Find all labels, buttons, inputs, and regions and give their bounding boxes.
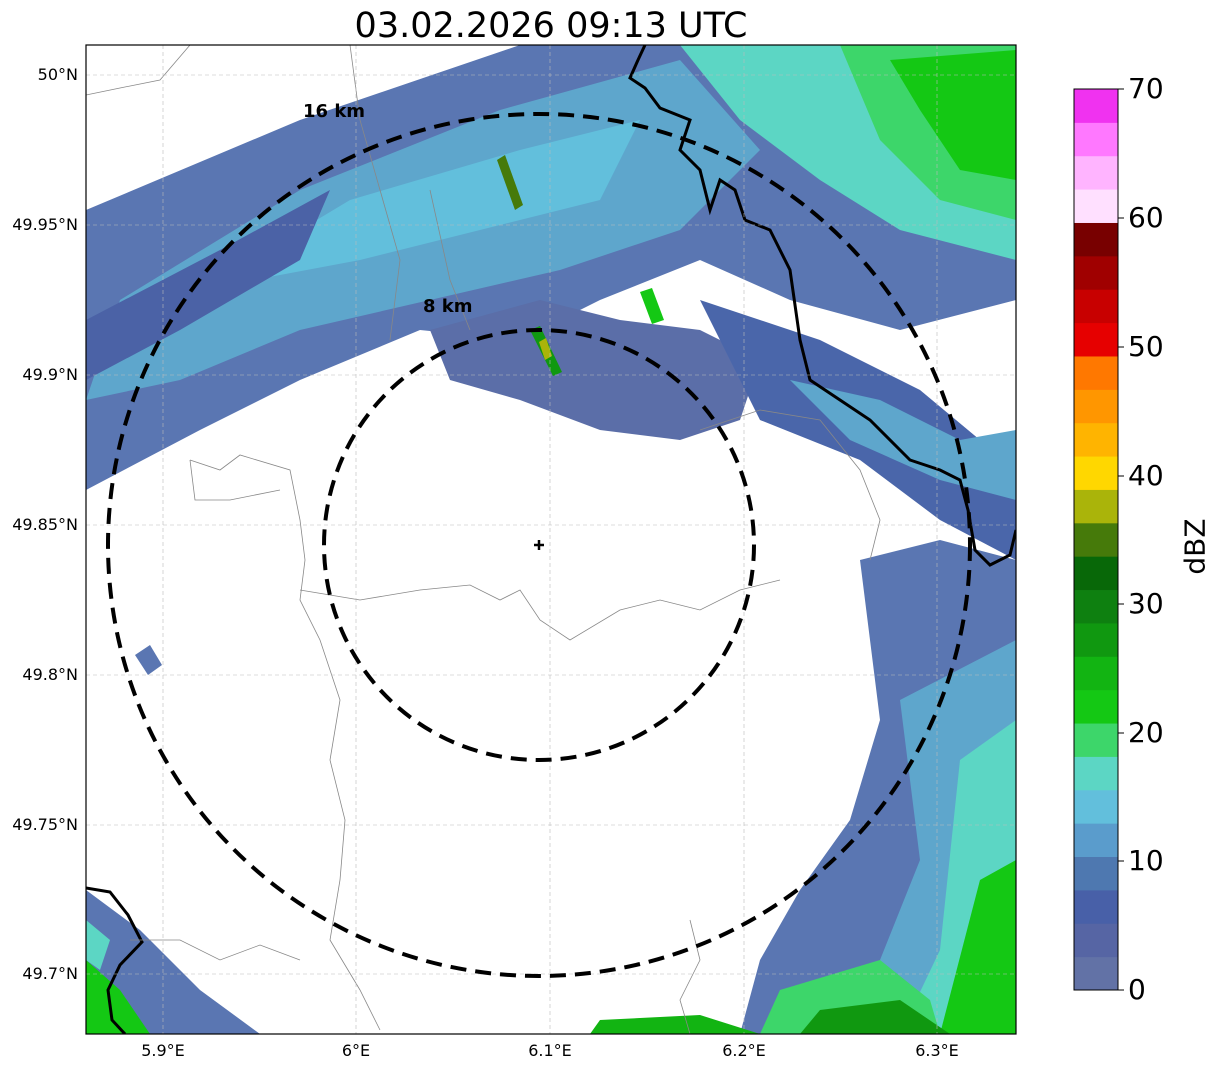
- colorbar-segment: [1074, 589, 1118, 624]
- lon-label-6: 6°E: [341, 1041, 371, 1060]
- lat-label-49-8: 49.8°N: [22, 665, 78, 684]
- colorbar-segment: [1074, 789, 1118, 824]
- colorbar-segment: [1074, 189, 1118, 223]
- colorbar-segment: [1074, 956, 1118, 991]
- plot-frame: [85, 44, 1017, 1035]
- colorbar-frame: [1073, 88, 1119, 991]
- echo-cells-small: [497, 155, 664, 376]
- colorbar-segment: [1074, 689, 1118, 724]
- colorbar-tick-50: 50: [1128, 330, 1164, 363]
- lat-label-49-7: 49.7°N: [22, 964, 78, 983]
- colorbar-tick-10: 10: [1128, 844, 1164, 877]
- admin-boundaries: [86, 45, 881, 1034]
- colorbar-segment: [1074, 923, 1118, 958]
- range-ring-8km: [322, 328, 756, 762]
- colorbar-segment: [1074, 656, 1118, 691]
- lat-label-49-85: 49.85°N: [12, 515, 78, 534]
- lon-label-6-2: 6.2°E: [722, 1041, 766, 1060]
- colorbar-tick-30: 30: [1128, 587, 1164, 620]
- colorbar-segment: [1074, 389, 1118, 424]
- lat-label-49-95: 49.95°N: [12, 215, 78, 234]
- colorbar-tick-0: 0: [1128, 973, 1146, 1006]
- map-title: 03.02.2026 09:13 UTC: [354, 6, 748, 46]
- lat-label-50: 50°N: [37, 65, 78, 84]
- colorbar-segment: [1074, 489, 1118, 524]
- colorbar-tick-40: 40: [1128, 459, 1164, 492]
- national-border: [628, 45, 1016, 567]
- colorbar-label: dBZ: [1178, 518, 1207, 575]
- range-ring-label-8km: 8 km: [423, 296, 473, 317]
- lat-label-49-9: 49.9°N: [22, 365, 78, 384]
- colorbar: [1074, 89, 1118, 991]
- colorbar-segment: [1074, 422, 1118, 457]
- graticule: [86, 45, 1016, 1034]
- colorbar-tick-70: 70: [1128, 72, 1164, 105]
- colorbar-segment: [1074, 322, 1118, 357]
- radar-site-marker: [534, 540, 544, 550]
- colorbar-segment: [1074, 122, 1118, 157]
- colorbar-segment: [1074, 889, 1118, 924]
- lon-label-6-1: 6.1°E: [528, 1041, 572, 1060]
- range-ring-16km: [106, 112, 972, 978]
- lat-label-49-75: 49.75°N: [12, 815, 78, 834]
- colorbar-segment: [1074, 522, 1118, 557]
- colorbar-ticks: [1118, 88, 1124, 991]
- colorbar-tick-20: 20: [1128, 716, 1164, 749]
- colorbar-segment: [1074, 456, 1118, 490]
- range-ring-label-16km: 16 km: [303, 101, 365, 122]
- colorbar-tick-60: 60: [1128, 201, 1164, 234]
- colorbar-segment: [1074, 756, 1118, 791]
- colorbar-segment: [1074, 355, 1118, 390]
- national-border-sw: [86, 886, 144, 1034]
- colorbar-segment: [1074, 556, 1118, 591]
- colorbar-segment: [1074, 856, 1118, 891]
- echo-band-southwest: [86, 645, 260, 1034]
- echo-band-north: [86, 45, 1016, 560]
- echo-band-southeast: [590, 540, 1016, 1034]
- colorbar-segment: [1074, 823, 1118, 858]
- colorbar-segment: [1074, 723, 1118, 757]
- lon-label-6-3: 6.3°E: [915, 1041, 959, 1060]
- lon-label-5-9: 5.9°E: [141, 1041, 185, 1060]
- colorbar-segment: [1074, 289, 1118, 324]
- colorbar-segment: [1074, 622, 1118, 657]
- colorbar-segment: [1074, 255, 1118, 290]
- colorbar-segment: [1074, 155, 1118, 190]
- colorbar-segment: [1074, 222, 1118, 257]
- radar-echo-layer: 16 km 8 km: [86, 45, 1016, 1034]
- colorbar-segment: [1074, 89, 1118, 123]
